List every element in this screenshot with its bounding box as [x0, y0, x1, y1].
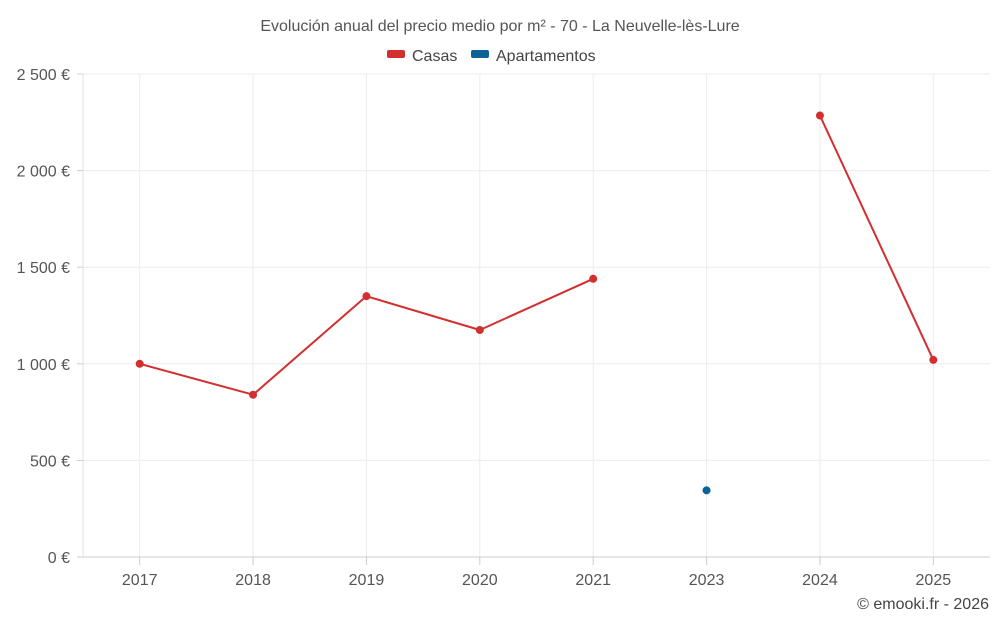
chart-title: Evolución anual del precio medio por m² … [260, 18, 739, 35]
grid [83, 73, 990, 557]
series-lines [139, 115, 935, 396]
legend-item-apartamentos[interactable]: Apartamentos [471, 48, 596, 65]
data-point-casas-2020[interactable] [475, 325, 484, 334]
y-tick-label: 1 000 € [17, 357, 70, 374]
x-tick-label: 2019 [349, 572, 385, 589]
x-axis-labels: 2017 2018 2019 2020 2021 2023 2024 2025 [122, 572, 951, 589]
y-axis-labels: 0 € 500 € 1 000 € 1 500 € 2 000 € 2 500 € [17, 67, 70, 567]
y-tick-label: 500 € [30, 453, 70, 470]
x-tick-label: 2017 [122, 572, 158, 589]
legend-item-casas[interactable]: Casas [387, 48, 457, 65]
series-line-casas [819, 115, 935, 361]
data-point-casas-2017[interactable] [135, 359, 144, 368]
axes [77, 73, 990, 565]
y-tick-label: 2 500 € [17, 67, 70, 84]
legend-swatch-casas [387, 50, 405, 58]
series-points [135, 111, 938, 495]
y-tick-label: 2 000 € [17, 164, 70, 181]
data-point-casas-2025[interactable] [929, 355, 938, 364]
legend: Casas Apartamentos [387, 48, 596, 65]
legend-label-apartamentos: Apartamentos [496, 48, 596, 65]
y-tick-label: 1 500 € [17, 260, 70, 277]
data-point-casas-2018[interactable] [249, 390, 258, 399]
x-tick-label: 2024 [802, 572, 838, 589]
y-tick-label: 0 € [48, 550, 70, 567]
x-tick-label: 2021 [575, 572, 611, 589]
credit-text: © emooki.fr - 2026 [857, 596, 989, 613]
data-point-casas-2021[interactable] [589, 274, 598, 283]
data-point-casas-2019[interactable] [362, 292, 371, 301]
data-point-apartamentos-2023[interactable] [702, 486, 711, 495]
x-tick-label: 2025 [916, 572, 952, 589]
x-tick-label: 2020 [462, 572, 498, 589]
x-tick-label: 2023 [689, 572, 725, 589]
data-point-casas-2024[interactable] [815, 111, 824, 120]
legend-label-casas: Casas [412, 48, 457, 65]
x-tick-label: 2018 [235, 572, 271, 589]
legend-swatch-apartamentos [471, 50, 489, 58]
